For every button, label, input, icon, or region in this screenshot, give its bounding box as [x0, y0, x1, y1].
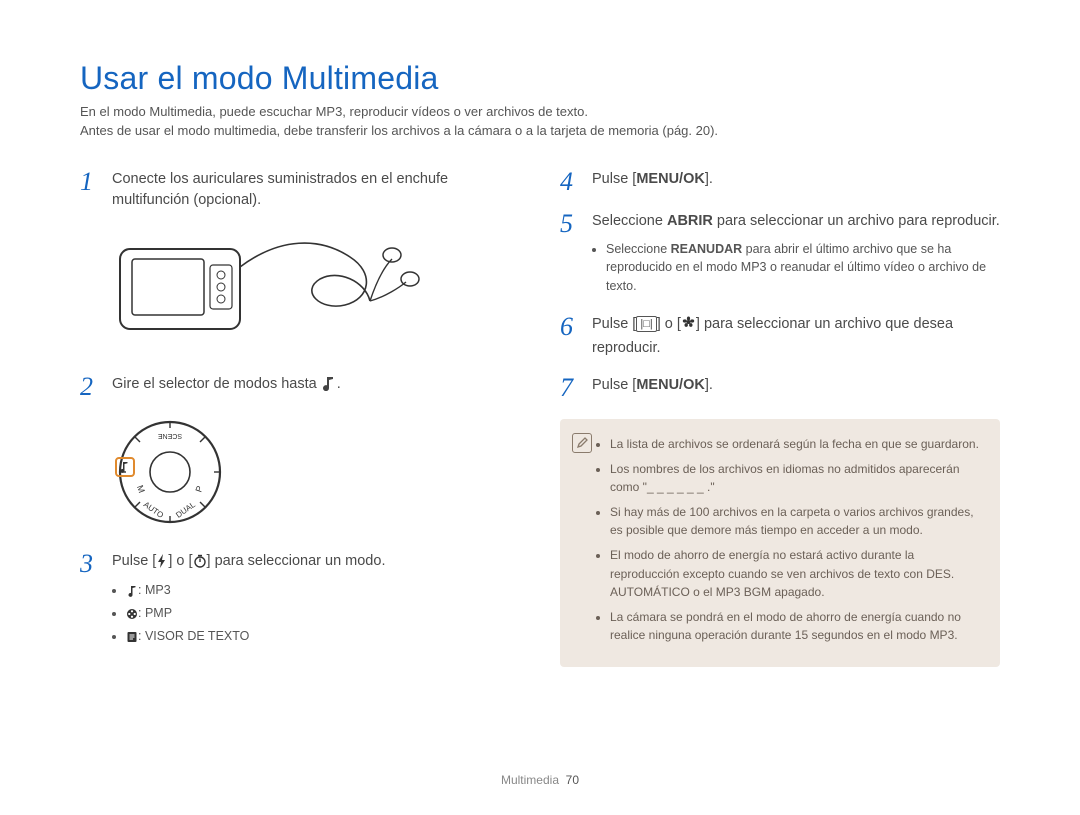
multimedia-mode-icon	[321, 375, 337, 398]
intro-line: Antes de usar el modo multimedia, debe t…	[80, 122, 1000, 141]
step-number: 1	[80, 169, 102, 211]
svg-text:SCENE: SCENE	[158, 432, 182, 439]
mode-dial-illustration: SCENE AUTO DUAL M P	[110, 416, 520, 533]
right-column: 4 Pulse [MENU/OK]. 5 Seleccione ABRIR pa…	[560, 169, 1000, 667]
display-icon: |□|	[636, 316, 656, 332]
text-page-icon	[126, 630, 138, 648]
sub-bullet: Seleccione REANUDAR para abrir el último…	[606, 240, 1000, 296]
intro-text: En el modo Multimedia, puede escuchar MP…	[80, 103, 1000, 141]
note-item: Si hay más de 100 archivos en la carpeta…	[610, 503, 982, 540]
svg-text:AUTO: AUTO	[142, 500, 165, 520]
step-4: 4 Pulse [MENU/OK].	[560, 169, 1000, 195]
note-pencil-icon	[572, 433, 592, 453]
svg-text:M: M	[135, 483, 147, 493]
step-number: 5	[560, 211, 582, 298]
timer-icon	[193, 554, 207, 575]
step-3: 3 Pulse [] o [] para seleccionar un modo…	[80, 551, 520, 650]
footer-page-number: 70	[566, 773, 579, 787]
svg-text:P: P	[193, 484, 204, 493]
film-icon	[126, 607, 138, 625]
step-number: 2	[80, 374, 102, 400]
note-item: La cámara se pondrá en el modo de ahorro…	[610, 608, 982, 645]
mode-list: : MP3 : PMP : VISOR DE TEXTO	[126, 581, 385, 648]
step-number: 3	[80, 551, 102, 650]
step-7: 7 Pulse [MENU/OK].	[560, 375, 1000, 401]
mode-item: : PMP	[126, 604, 385, 625]
step-number: 6	[560, 314, 582, 359]
mode-item: : MP3	[126, 581, 385, 602]
flash-icon	[156, 554, 168, 575]
step-5: 5 Seleccione ABRIR para seleccionar un a…	[560, 211, 1000, 298]
step-text: Gire el selector de modos hasta .	[112, 374, 341, 400]
step-text: Pulse [|□|] o [] para seleccionar un arc…	[592, 314, 1000, 359]
step-1: 1 Conecte los auriculares suministrados …	[80, 169, 520, 211]
headphones-camera-illustration	[110, 227, 520, 352]
step-text: Seleccione ABRIR para seleccionar un arc…	[592, 211, 1000, 298]
step-number: 7	[560, 375, 582, 401]
intro-line: En el modo Multimedia, puede escuchar MP…	[80, 103, 1000, 122]
note-box: La lista de archivos se ordenará según l…	[560, 419, 1000, 667]
note-item: El modo de ahorro de energía no estará a…	[610, 546, 982, 602]
mode-item: : VISOR DE TEXTO	[126, 627, 385, 648]
footer-section: Multimedia	[501, 773, 559, 787]
step-text: Conecte los auriculares suministrados en…	[112, 169, 520, 211]
macro-flower-icon	[681, 316, 696, 338]
page-footer: Multimedia 70	[0, 773, 1080, 787]
step-text: Pulse [MENU/OK].	[592, 375, 713, 401]
left-column: 1 Conecte los auriculares suministrados …	[80, 169, 520, 667]
step-6: 6 Pulse [|□|] o [] para seleccionar un a…	[560, 314, 1000, 359]
step-text: Pulse [] o [] para seleccionar un modo. …	[112, 551, 385, 650]
step-text: Pulse [MENU/OK].	[592, 169, 713, 195]
step-number: 4	[560, 169, 582, 195]
note-item: La lista de archivos se ordenará según l…	[610, 435, 982, 454]
note-item: Los nombres de los archivos en idiomas n…	[610, 460, 982, 497]
page-title: Usar el modo Multimedia	[80, 60, 1000, 97]
step-2: 2 Gire el selector de modos hasta .	[80, 374, 520, 400]
music-note-icon	[126, 584, 138, 602]
